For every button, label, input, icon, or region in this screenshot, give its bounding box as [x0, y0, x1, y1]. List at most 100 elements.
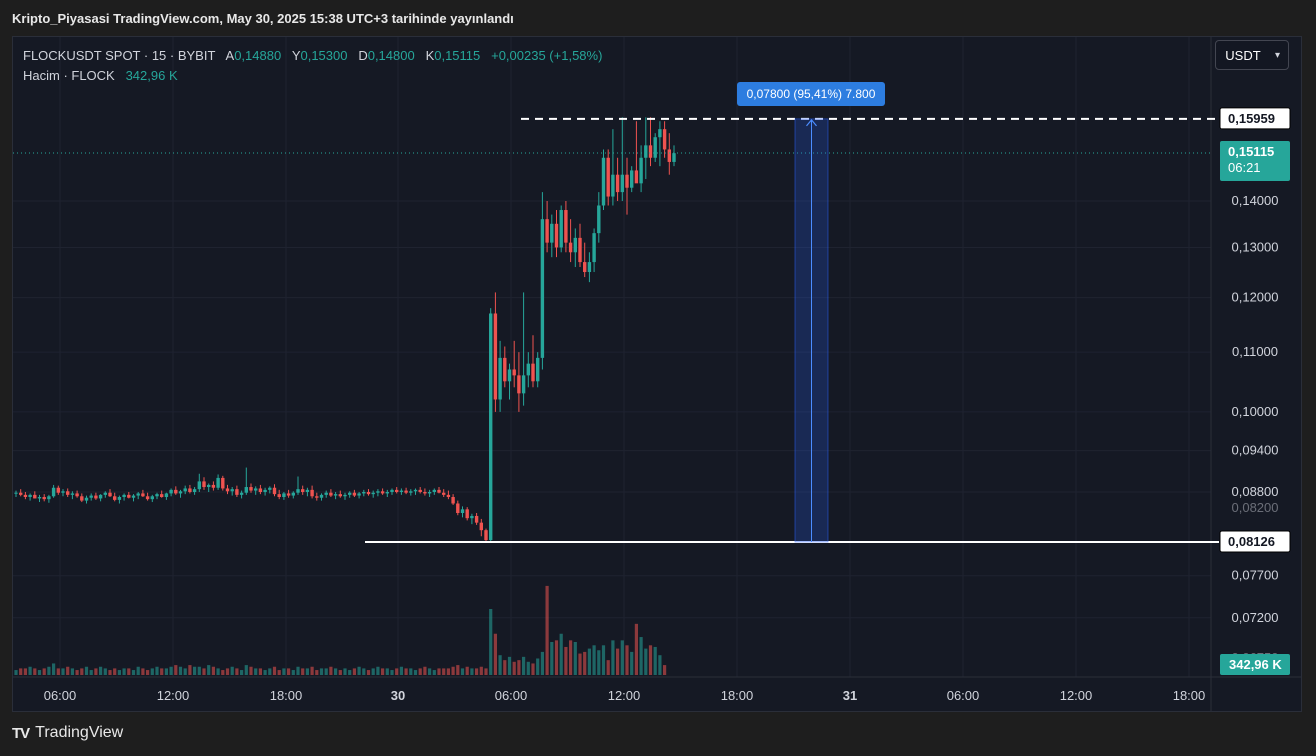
volume-bar — [625, 645, 629, 675]
volume-bar — [385, 668, 389, 675]
chart-panel[interactable]: 0,07800 (95,41%) 7.800 0,14000 0,13000 0,12… — [12, 36, 1302, 712]
candle-body — [169, 489, 173, 494]
volume-bar — [550, 642, 554, 675]
candle-body — [333, 494, 338, 496]
volume-bar — [19, 668, 23, 675]
time-tick-label: 06:00 — [44, 688, 77, 703]
volume-bar — [399, 666, 403, 675]
candle-body — [19, 492, 23, 495]
volume-bar — [216, 668, 220, 675]
volume-bar — [287, 668, 291, 675]
candle-body — [291, 492, 295, 496]
candlestick-chart[interactable]: 0,07800 (95,41%) 7.800 0,14000 0,13000 0,12… — [13, 37, 1302, 712]
volume-bar — [583, 651, 587, 675]
volume-bar — [263, 670, 267, 675]
candle-body — [512, 369, 516, 376]
time-tick-label: 18:00 — [721, 688, 754, 703]
candle-body — [319, 494, 324, 498]
measure-label: 0,07800 (95,41%) 7.800 — [747, 87, 876, 101]
candle-body — [28, 494, 32, 498]
volume-bar — [56, 668, 60, 675]
candle-body — [672, 153, 676, 162]
volume-bar — [470, 668, 474, 675]
volume-bar — [296, 666, 300, 675]
candle-body — [521, 375, 526, 394]
volume-bar — [540, 651, 544, 675]
volume-bar — [183, 668, 187, 675]
time-tick-label: 18:00 — [270, 688, 303, 703]
time-tick-label: 12:00 — [157, 688, 190, 703]
volume-bar — [207, 665, 211, 675]
candle-body — [653, 137, 657, 158]
price-tick-label: 0,10000 — [1232, 404, 1279, 419]
candle-body — [127, 494, 131, 498]
volume-bar — [164, 668, 168, 675]
candle-body — [94, 495, 98, 499]
volume-bar — [37, 670, 42, 675]
price-tick-label: 0,14000 — [1232, 193, 1279, 208]
candle-body — [141, 493, 145, 497]
volume-bar — [493, 633, 497, 675]
price-badge-resistance-bg — [1219, 107, 1291, 130]
candle-body — [437, 489, 441, 493]
volume-bar — [432, 670, 436, 675]
time-tick-label: 30 — [391, 688, 405, 703]
volume-bar — [329, 666, 333, 675]
volume-bar — [197, 666, 201, 675]
volume-bar — [160, 668, 164, 675]
candle-body — [216, 477, 220, 488]
candle-body — [568, 242, 573, 253]
volume-bar — [395, 668, 399, 675]
volume-bar — [188, 665, 192, 675]
close-label: K — [425, 48, 435, 63]
candle-body — [456, 503, 460, 514]
open-label: A — [225, 48, 235, 63]
candle-body — [268, 487, 272, 490]
volume-bar — [564, 646, 568, 675]
volume-bar — [611, 640, 615, 675]
candle-body — [418, 489, 422, 492]
volume-bar — [512, 661, 516, 675]
candle-body — [559, 210, 563, 248]
candle-body — [362, 492, 366, 494]
volume-bar — [272, 666, 277, 675]
candle-body — [98, 494, 103, 499]
volume-bar — [522, 656, 526, 675]
candle-body — [376, 491, 380, 493]
volume-bar — [352, 668, 356, 675]
candle-body — [75, 493, 79, 497]
candle-body — [423, 492, 427, 494]
price-badge-last: 0,15115 — [1228, 144, 1274, 159]
candle-body — [329, 492, 333, 496]
volume-bar — [319, 668, 324, 675]
volume-bar — [498, 655, 502, 675]
volume-label[interactable]: Hacim · FLOCK — [23, 68, 115, 83]
candle-body — [244, 487, 248, 493]
volume-bar — [291, 670, 295, 675]
candle-body — [601, 157, 606, 206]
candle-body — [662, 129, 667, 150]
volume-bar — [282, 668, 286, 675]
candle-body — [84, 497, 89, 501]
candle-body — [493, 313, 498, 400]
candle-body — [404, 490, 408, 493]
volume-value: 342,96 K — [125, 68, 178, 83]
candle-body — [427, 492, 432, 494]
candle-body — [550, 223, 554, 243]
candle-body — [507, 369, 512, 382]
footer-brand[interactable]: TV TradingView — [12, 724, 123, 742]
candle-body — [296, 489, 300, 493]
currency-button[interactable]: USDT ▾ — [1215, 40, 1289, 70]
candle-body — [113, 496, 117, 500]
volume-bar — [155, 666, 159, 675]
volume-bar — [606, 660, 610, 675]
currency-label: USDT — [1225, 48, 1261, 63]
symbol-label[interactable]: FLOCKUSDT SPOT · 15 · BYBIT — [23, 48, 216, 63]
chart-legend: FLOCKUSDT SPOT · 15 · BYBIT A0,14880 Y0,… — [23, 46, 602, 86]
volume-bar — [446, 668, 450, 675]
candle-body — [178, 491, 183, 494]
volume-bar — [230, 666, 234, 675]
candle-body — [658, 129, 662, 138]
volume-bar — [479, 666, 483, 675]
volume-bar — [554, 640, 559, 675]
